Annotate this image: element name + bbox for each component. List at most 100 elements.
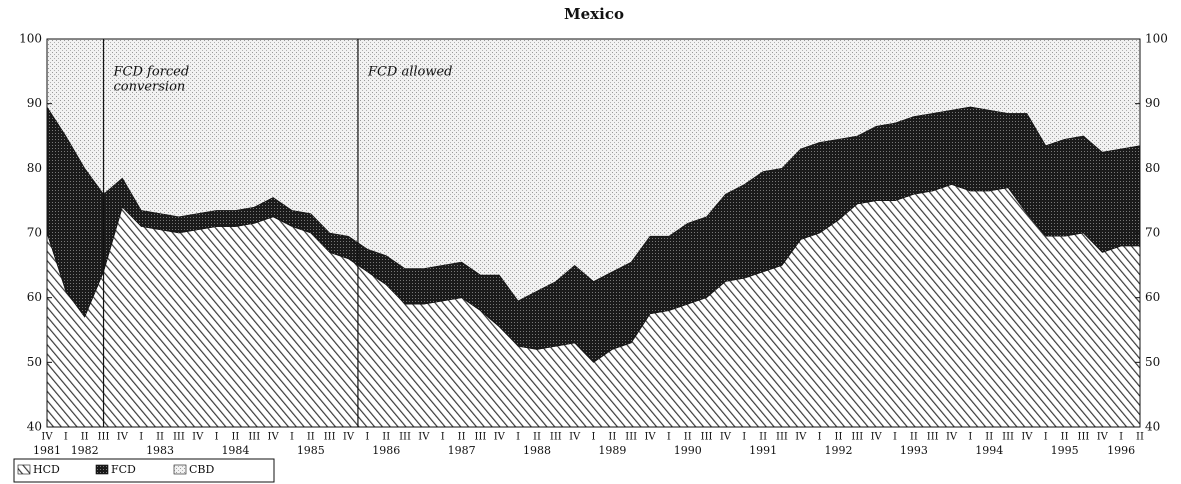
x-tick-label: IV bbox=[871, 432, 883, 443]
x-tick-label: IV bbox=[795, 432, 807, 443]
legend-swatch bbox=[95, 464, 109, 475]
year-label: 1994 bbox=[975, 444, 1003, 457]
legend-label: CBD bbox=[189, 463, 215, 476]
annotation: FCD allowed bbox=[367, 65, 453, 80]
x-tick-label: IV bbox=[720, 432, 732, 443]
x-tick-label: I bbox=[139, 432, 143, 443]
y-tick-label: 50 bbox=[27, 355, 42, 369]
y2-tick-label: 60 bbox=[1145, 290, 1160, 304]
x-tick-label: IV bbox=[268, 432, 280, 443]
x-tick-label: I bbox=[1044, 432, 1048, 443]
x-tick-label: II bbox=[81, 432, 89, 443]
y2-tick-label: 100 bbox=[1145, 32, 1168, 46]
x-tick-label: III bbox=[851, 432, 863, 443]
x-tick-label: I bbox=[64, 432, 68, 443]
x-tick-label: III bbox=[324, 432, 336, 443]
year-label: 1985 bbox=[297, 444, 325, 457]
y2-tick-label: 70 bbox=[1145, 226, 1160, 240]
x-tick-label: III bbox=[927, 432, 939, 443]
x-tick-label: II bbox=[985, 432, 993, 443]
x-tick-label: I bbox=[818, 432, 822, 443]
year-label: 1995 bbox=[1051, 444, 1079, 457]
year-label: 1993 bbox=[900, 444, 928, 457]
x-tick-label: III bbox=[1078, 432, 1090, 443]
x-tick-label: II bbox=[156, 432, 164, 443]
y-tick-label: 60 bbox=[27, 290, 42, 304]
year-label: 1986 bbox=[372, 444, 400, 457]
x-tick-label: III bbox=[550, 432, 562, 443]
y2-tick-label: 90 bbox=[1145, 96, 1160, 110]
x-tick-label: IV bbox=[644, 432, 656, 443]
legend-label: HCD bbox=[33, 463, 60, 476]
x-tick-label: I bbox=[215, 432, 219, 443]
x-tick-label: III bbox=[173, 432, 185, 443]
legend-label: FCD bbox=[111, 463, 136, 476]
y2-tick-label: 50 bbox=[1145, 355, 1160, 369]
x-tick-label: IV bbox=[946, 432, 958, 443]
year-label: 1991 bbox=[749, 444, 777, 457]
x-tick-label: IV bbox=[418, 432, 430, 443]
x-tick-label: IV bbox=[1097, 432, 1109, 443]
y-tick-label: 80 bbox=[27, 161, 42, 175]
y-tick-label: 70 bbox=[27, 226, 42, 240]
x-tick-label: II bbox=[910, 432, 918, 443]
x-tick-label: I bbox=[893, 432, 897, 443]
x-tick-label: I bbox=[290, 432, 294, 443]
x-tick-label: II bbox=[307, 432, 315, 443]
legend-frame bbox=[13, 458, 275, 483]
x-tick-label: IV bbox=[192, 432, 204, 443]
x-tick-label: II bbox=[382, 432, 390, 443]
year-label: 1992 bbox=[824, 444, 852, 457]
year-label: 1989 bbox=[598, 444, 626, 457]
y-tick-label: 90 bbox=[27, 96, 42, 110]
x-tick-label: I bbox=[667, 432, 671, 443]
annotation: conversion bbox=[114, 80, 186, 95]
x-tick-label: III bbox=[399, 432, 411, 443]
y2-tick-label: 40 bbox=[1145, 420, 1160, 434]
year-label: 1988 bbox=[523, 444, 551, 457]
x-tick-label: III bbox=[625, 432, 637, 443]
x-tick-label: I bbox=[365, 432, 369, 443]
legend: HCD FCD CBD bbox=[13, 458, 275, 483]
year-label: 1983 bbox=[146, 444, 174, 457]
y2-tick-label: 80 bbox=[1145, 161, 1160, 175]
x-tick-label: II bbox=[608, 432, 616, 443]
x-tick-label: III bbox=[248, 432, 260, 443]
y-tick-label: 100 bbox=[19, 32, 42, 46]
x-tick-label: IV bbox=[569, 432, 581, 443]
x-tick-label: II bbox=[533, 432, 541, 443]
y-tick-label: 40 bbox=[27, 420, 42, 434]
x-tick-label: II bbox=[1061, 432, 1069, 443]
year-label: 1996 bbox=[1107, 444, 1135, 457]
x-tick-label: II bbox=[835, 432, 843, 443]
x-tick-label: I bbox=[1119, 432, 1123, 443]
year-label: 1990 bbox=[674, 444, 702, 457]
year-label: 1984 bbox=[221, 444, 249, 457]
legend-swatch bbox=[17, 464, 31, 475]
year-label: 1987 bbox=[448, 444, 476, 457]
x-tick-label: II bbox=[759, 432, 767, 443]
x-tick-label: II bbox=[684, 432, 692, 443]
x-tick-label: II bbox=[1136, 432, 1144, 443]
x-tick-label: III bbox=[98, 432, 110, 443]
x-tick-label: III bbox=[475, 432, 487, 443]
year-label: 1982 bbox=[71, 444, 99, 457]
year-label: 1981 bbox=[33, 444, 61, 457]
x-tick-label: IV bbox=[343, 432, 355, 443]
x-tick-label: II bbox=[231, 432, 239, 443]
x-tick-label: I bbox=[742, 432, 746, 443]
x-tick-label: I bbox=[968, 432, 972, 443]
x-tick-label: IV bbox=[494, 432, 506, 443]
x-tick-label: IV bbox=[117, 432, 129, 443]
annotation: FCD forced bbox=[113, 65, 190, 80]
x-tick-label: III bbox=[776, 432, 788, 443]
x-tick-label: IV bbox=[1021, 432, 1033, 443]
x-tick-label: III bbox=[1002, 432, 1014, 443]
x-tick-label: I bbox=[516, 432, 520, 443]
x-tick-label: IV bbox=[41, 432, 53, 443]
x-tick-label: I bbox=[441, 432, 445, 443]
x-tick-label: I bbox=[592, 432, 596, 443]
x-tick-label: III bbox=[701, 432, 713, 443]
legend-swatch bbox=[173, 464, 187, 475]
